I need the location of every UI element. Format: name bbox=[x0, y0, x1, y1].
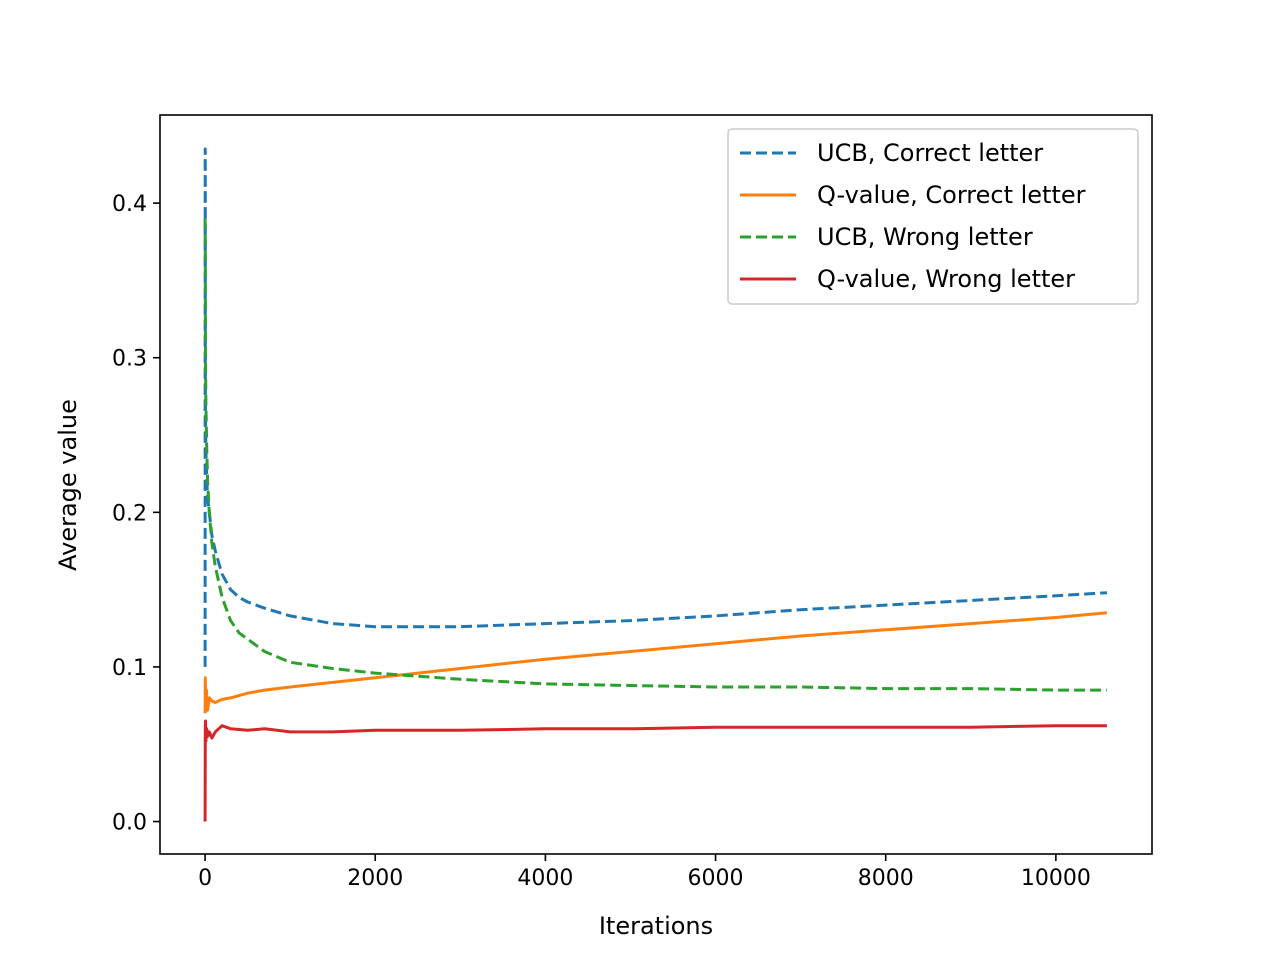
x-tick-label: 6000 bbox=[688, 866, 744, 891]
y-axis: 0.0 0.1 0.2 0.3 0.4 bbox=[112, 192, 160, 836]
x-tick-label: 10000 bbox=[1021, 866, 1091, 891]
y-tick-label: 0.4 bbox=[112, 192, 147, 217]
legend: UCB, Correct letter Q-value, Correct lett… bbox=[727, 128, 1139, 305]
plot-frame bbox=[159, 114, 1153, 855]
x-axis: 0 2000 4000 6000 8000 10000 bbox=[198, 854, 1091, 891]
legend-box bbox=[727, 128, 1139, 305]
series-line-3 bbox=[203, 719, 1107, 822]
legend-label-1: Q-value, Correct letter bbox=[817, 181, 1086, 209]
legend-label-2: UCB, Wrong letter bbox=[817, 223, 1033, 251]
y-tick-label: 0.1 bbox=[112, 656, 147, 681]
x-axis-label: Iterations bbox=[599, 912, 713, 940]
x-tick-label: 4000 bbox=[517, 866, 573, 891]
series-line-2 bbox=[203, 218, 1107, 692]
series-layer bbox=[203, 147, 1108, 822]
series-line-0 bbox=[203, 147, 1107, 667]
x-tick-label: 8000 bbox=[858, 866, 914, 891]
x-tick-label: 0 bbox=[198, 866, 212, 891]
x-tick-label: 2000 bbox=[347, 866, 403, 891]
y-tick-label: 0.3 bbox=[112, 347, 147, 372]
series-line-1 bbox=[203, 611, 1108, 714]
y-axis-label: Average value bbox=[54, 399, 82, 571]
legend-entries: UCB, Correct letter Q-value, Correct lett… bbox=[740, 139, 1086, 293]
y-tick-label: 0.2 bbox=[112, 501, 147, 526]
y-tick-label: 0.0 bbox=[112, 811, 147, 836]
legend-label-0: UCB, Correct letter bbox=[817, 139, 1043, 167]
legend-label-3: Q-value, Wrong letter bbox=[817, 265, 1075, 293]
